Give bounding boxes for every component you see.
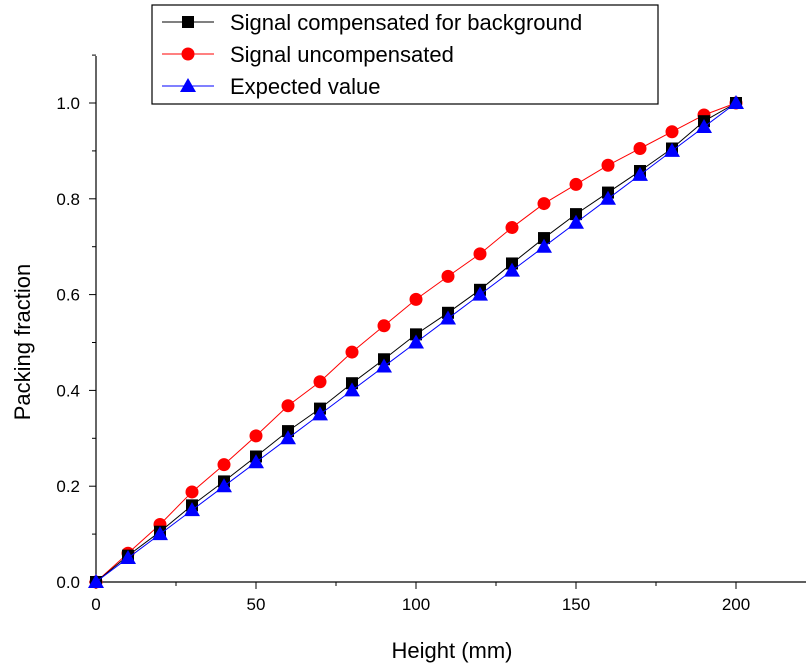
data-point	[377, 319, 391, 333]
data-point	[313, 375, 327, 389]
legend-marker-circle	[181, 47, 195, 61]
y-tick-label: 0.8	[56, 190, 80, 209]
series-layer	[88, 95, 744, 589]
data-point	[504, 262, 520, 277]
data-point	[569, 177, 583, 191]
legend-label: Signal compensated for background	[230, 10, 582, 35]
data-point	[184, 502, 200, 517]
data-point	[185, 485, 199, 499]
x-tick-label: 100	[402, 595, 430, 614]
data-point	[217, 458, 231, 472]
data-point	[312, 406, 328, 421]
data-point	[281, 399, 295, 413]
data-point	[376, 358, 392, 373]
data-point	[632, 166, 648, 181]
y-axis-ticks: 0.0 0.2 0.4 0.6 0.8 1.0	[56, 54, 96, 592]
y-tick-label: 0.2	[56, 477, 80, 496]
data-point	[248, 454, 264, 469]
data-point	[473, 247, 487, 261]
data-point	[408, 334, 424, 349]
data-point	[216, 478, 232, 493]
data-point	[440, 310, 456, 325]
x-axis-label: Height (mm)	[391, 638, 512, 663]
legend-marker-triangle	[180, 78, 196, 92]
data-point	[88, 574, 104, 588]
x-tick-label: 50	[247, 595, 266, 614]
x-tick-label: 200	[722, 595, 750, 614]
y-axis-label: Packing fraction	[10, 264, 35, 421]
data-point	[345, 345, 359, 359]
y-tick-label: 0.4	[56, 381, 80, 400]
data-point	[280, 430, 296, 445]
x-axis-ticks: 0 50 100 150 200	[91, 582, 750, 614]
y-tick-label: 0.6	[56, 286, 80, 305]
data-point	[570, 208, 582, 221]
data-point	[633, 142, 647, 156]
data-point	[152, 526, 168, 541]
data-point	[441, 269, 455, 283]
data-point	[600, 190, 616, 205]
legend-box	[151, 4, 659, 105]
legend-label: Signal uncompensated	[230, 42, 454, 67]
data-point	[505, 221, 519, 235]
data-point	[664, 142, 680, 157]
series-triangle	[88, 95, 744, 588]
data-point	[410, 328, 422, 341]
data-point	[601, 158, 615, 172]
data-point	[537, 197, 551, 211]
legend-marker-square	[182, 16, 194, 28]
data-point	[665, 125, 679, 139]
y-tick-label: 0.0	[56, 573, 80, 592]
data-point	[696, 118, 712, 133]
axes	[95, 56, 806, 583]
x-tick-label: 0	[91, 595, 100, 614]
data-point	[409, 292, 423, 306]
data-point	[538, 232, 550, 245]
data-point	[249, 429, 263, 443]
data-point	[536, 238, 552, 253]
data-point	[568, 214, 584, 229]
y-tick-label: 1.0	[56, 94, 80, 113]
data-point	[728, 95, 744, 109]
legend: Signal compensated for background Signal …	[151, 4, 659, 105]
data-point	[120, 550, 136, 565]
data-point	[472, 286, 488, 301]
x-tick-label: 150	[562, 595, 590, 614]
data-point	[344, 382, 360, 397]
legend-label: Expected value	[230, 74, 380, 99]
